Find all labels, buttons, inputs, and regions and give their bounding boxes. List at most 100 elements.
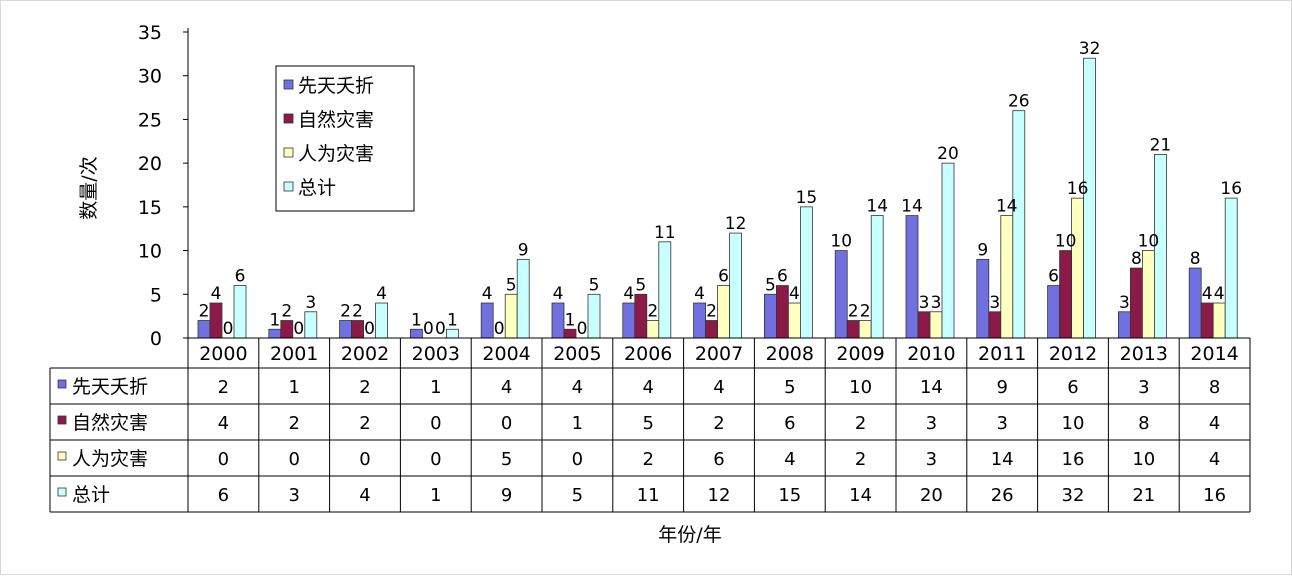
table-cell: 9 [501,485,512,506]
x-tick-label: 2011 [978,343,1026,365]
table-cell: 2 [855,413,866,434]
table-legend-key [57,379,67,389]
bar [800,206,813,339]
data-label: 14 [996,197,1018,217]
table-cell: 2 [288,413,299,434]
data-label: 14 [901,197,923,217]
x-tick-label: 2006 [624,343,672,365]
bar [705,320,718,339]
table-cell: 26 [991,485,1014,506]
data-label: 14 [866,197,888,217]
table-cell: 3 [288,485,299,506]
data-label: 2 [706,302,717,322]
data-label: 8 [1190,249,1201,269]
table-cell: 4 [218,413,229,434]
bar [717,285,730,339]
table-cell: 16 [1203,485,1226,506]
table-cell: 4 [713,377,724,398]
legend-label: 先天夭折 [298,75,374,97]
table-cell: 2 [642,449,653,470]
bar [917,311,931,339]
bar [646,320,660,339]
table-cell: 0 [430,449,441,470]
y-tick-label: 5 [150,284,162,306]
data-label: 3 [931,293,942,313]
bar [1071,197,1084,339]
data-label: 2 [647,302,658,322]
bar [551,302,565,339]
table-cell: 5 [784,377,795,398]
table-cell: 1 [430,485,441,506]
data-label: 6 [1048,267,1059,287]
bar [634,293,648,339]
bar [233,285,247,339]
data-label: 9 [518,240,529,260]
bar [304,311,318,339]
table-cell: 4 [642,377,653,398]
data-label: 3 [989,293,1000,313]
table-cell: 3 [926,449,937,470]
bar [1188,267,1202,339]
table-cell: 15 [778,485,801,506]
legend-key [283,79,294,90]
table-cell: 4 [1209,413,1220,434]
bar [339,320,353,339]
data-label: 4 [1202,284,1213,304]
data-label: 32 [1079,39,1101,59]
data-label: 8 [1131,249,1142,269]
data-label: 4 [694,284,705,304]
table-cell: 0 [430,413,441,434]
bar [870,215,884,339]
table-cell: 2 [359,377,370,398]
table-cell: 9 [996,377,1007,398]
table-cell: 21 [1132,485,1155,506]
table-cell: 0 [572,449,583,470]
table-cell: 3 [926,413,937,434]
y-tick-label: 30 [138,66,162,88]
data-label: 4 [376,284,387,304]
table-cell: 8 [1209,377,1220,398]
table-cell: 8 [1138,413,1149,434]
legend-label: 总计 [298,177,336,199]
x-axis-title: 年份/年 [658,524,721,546]
bar [1000,215,1014,339]
table-cell: 14 [920,377,943,398]
bar [846,320,860,339]
legend-label: 人为灾害 [298,143,374,165]
data-label: 10 [1138,232,1160,252]
table-cell: 0 [218,449,229,470]
legend-label: 自然灾害 [298,109,374,131]
table-cell: 20 [920,485,943,506]
bar [1059,250,1072,339]
data-label: 10 [1055,232,1077,252]
bar [587,293,601,339]
y-tick-label: 35 [138,22,162,44]
bar [268,328,282,339]
bar [693,302,706,339]
data-label: 9 [977,240,988,260]
bar [1012,110,1026,339]
y-tick-label: 10 [138,241,162,263]
table-cell: 1 [572,413,583,434]
bar [776,285,789,339]
bar [197,320,211,339]
x-tick-label: 2013 [1120,343,1168,365]
data-label: 0 [423,319,434,339]
table-cell: 4 [572,377,583,398]
y-axis-title: 数量/次 [78,156,100,219]
bar [1047,285,1060,339]
table-cell: 4 [1209,449,1220,470]
table-cell: 2 [359,413,370,434]
x-tick-label: 2014 [1190,343,1238,365]
table-series-name: 自然灾害 [72,412,148,434]
data-label: 4 [211,284,222,304]
data-label: 26 [1008,92,1030,112]
table-cell: 2 [713,413,724,434]
table-cell: 1 [288,377,299,398]
table-series-name: 先天夭折 [72,376,148,398]
data-label: 2 [199,302,210,322]
bar [445,328,459,339]
data-label: 3 [305,293,316,313]
table-cell: 14 [991,449,1014,470]
